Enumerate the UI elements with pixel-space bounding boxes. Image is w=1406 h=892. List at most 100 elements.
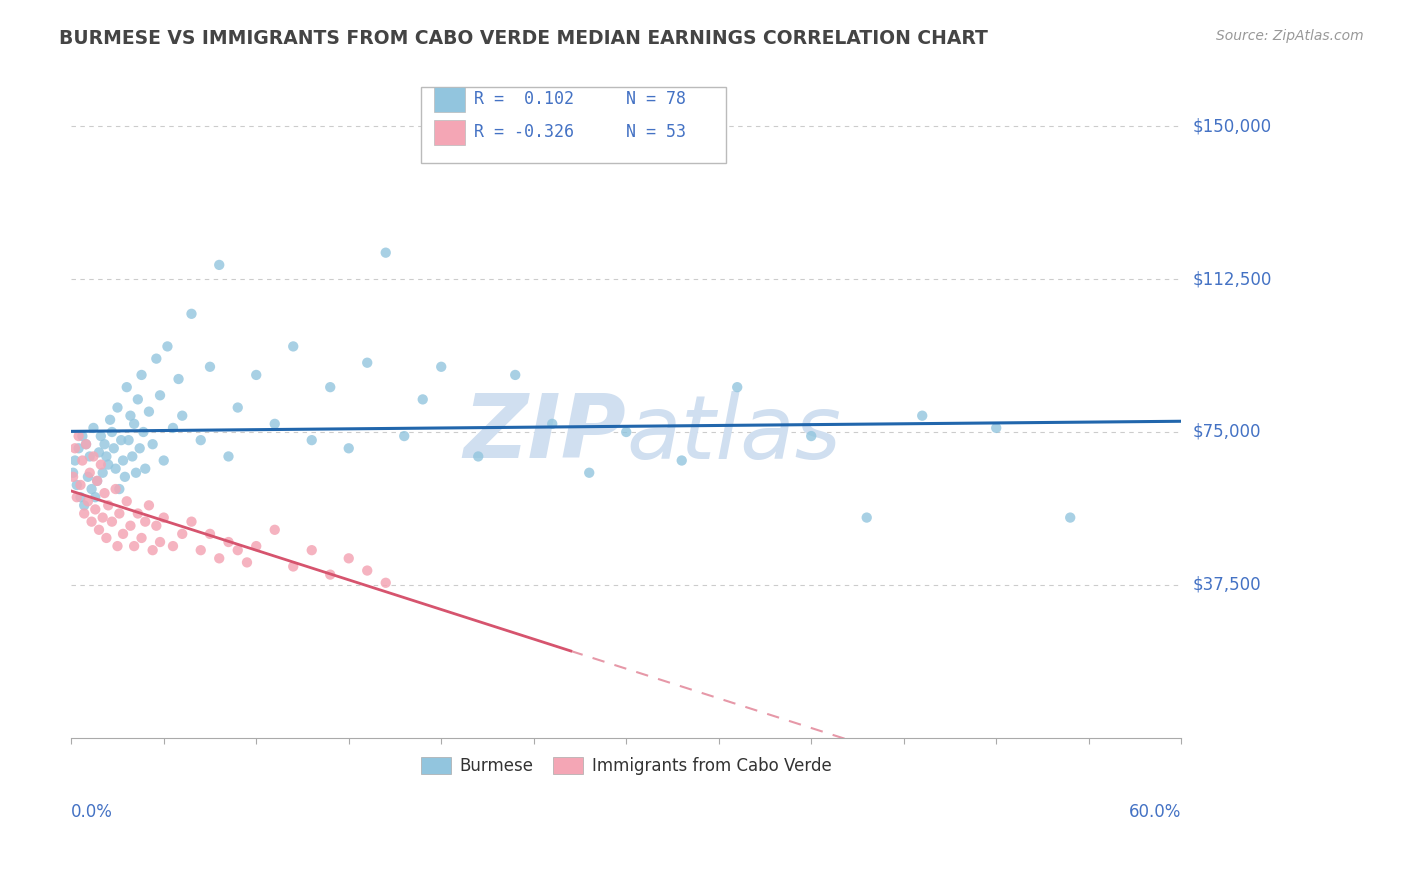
Point	[97, 499, 120, 513]
FancyBboxPatch shape	[434, 87, 465, 112]
Point	[134, 461, 156, 475]
Point	[208, 551, 231, 566]
Point	[86, 474, 108, 488]
Point	[115, 494, 138, 508]
Point	[63, 453, 86, 467]
Point	[138, 499, 160, 513]
Point	[180, 515, 202, 529]
Point	[190, 433, 212, 447]
Point	[245, 368, 267, 382]
Point	[337, 551, 360, 566]
Point	[120, 409, 142, 423]
Text: Source: ZipAtlas.com: Source: ZipAtlas.com	[1216, 29, 1364, 43]
Point	[208, 258, 231, 272]
Point	[142, 437, 165, 451]
Point	[283, 339, 305, 353]
Point	[72, 429, 94, 443]
Text: $112,500: $112,500	[1192, 270, 1271, 288]
Point	[80, 482, 103, 496]
Point	[172, 409, 194, 423]
Point	[145, 351, 167, 366]
Legend: Burmese, Immigrants from Cabo Verde: Burmese, Immigrants from Cabo Verde	[415, 751, 838, 782]
Point	[77, 494, 100, 508]
Point	[117, 433, 139, 447]
Point	[374, 245, 396, 260]
Point	[101, 425, 124, 439]
Point	[319, 380, 342, 394]
Point	[91, 466, 114, 480]
Point	[132, 425, 155, 439]
Point	[110, 433, 132, 447]
Point	[245, 539, 267, 553]
Point	[97, 458, 120, 472]
Point	[319, 567, 342, 582]
Point	[73, 499, 96, 513]
Point	[79, 450, 101, 464]
Point	[108, 507, 131, 521]
FancyBboxPatch shape	[420, 87, 725, 163]
Text: $37,500: $37,500	[1192, 576, 1261, 594]
Point	[112, 453, 135, 467]
Point	[90, 458, 112, 472]
Point	[73, 507, 96, 521]
Point	[67, 442, 90, 456]
Text: $150,000: $150,000	[1192, 118, 1271, 136]
FancyBboxPatch shape	[434, 120, 465, 145]
Point	[131, 531, 153, 545]
Point	[800, 429, 823, 443]
Point	[614, 425, 637, 439]
Point	[356, 564, 378, 578]
Point	[301, 433, 323, 447]
Point	[104, 461, 127, 475]
Text: BURMESE VS IMMIGRANTS FROM CABO VERDE MEDIAN EARNINGS CORRELATION CHART: BURMESE VS IMMIGRANTS FROM CABO VERDE ME…	[59, 29, 988, 47]
Point	[90, 429, 112, 443]
Point	[190, 543, 212, 558]
Point	[128, 442, 150, 456]
Point	[127, 392, 149, 407]
Point	[112, 527, 135, 541]
Point	[75, 437, 97, 451]
Point	[122, 539, 145, 553]
Point	[226, 543, 249, 558]
Point	[103, 442, 125, 456]
Text: atlas: atlas	[626, 391, 841, 477]
Text: N = 53: N = 53	[626, 123, 686, 141]
Point	[72, 453, 94, 467]
Point	[120, 518, 142, 533]
Point	[107, 539, 129, 553]
Point	[263, 523, 285, 537]
Point	[394, 429, 416, 443]
Point	[80, 515, 103, 529]
Point	[69, 490, 91, 504]
Point	[87, 523, 110, 537]
Point	[412, 392, 434, 407]
Point	[198, 527, 221, 541]
Point	[108, 482, 131, 496]
Point	[541, 417, 564, 431]
Point	[167, 372, 190, 386]
Point	[855, 510, 877, 524]
Point	[79, 466, 101, 480]
Point	[218, 535, 240, 549]
Point	[114, 470, 136, 484]
Text: N = 78: N = 78	[626, 90, 686, 108]
Point	[69, 478, 91, 492]
Point	[374, 575, 396, 590]
Point	[125, 466, 148, 480]
Point	[66, 490, 89, 504]
Text: $75,000: $75,000	[1192, 423, 1261, 441]
Point	[67, 429, 90, 443]
Point	[96, 450, 118, 464]
Point	[218, 450, 240, 464]
Point	[152, 510, 174, 524]
Point	[162, 421, 184, 435]
Point	[226, 401, 249, 415]
Point	[66, 478, 89, 492]
Point	[1059, 510, 1081, 524]
Point	[503, 368, 526, 382]
Point	[198, 359, 221, 374]
Point	[131, 368, 153, 382]
Point	[93, 437, 115, 451]
Point	[62, 470, 84, 484]
Point	[115, 380, 138, 394]
